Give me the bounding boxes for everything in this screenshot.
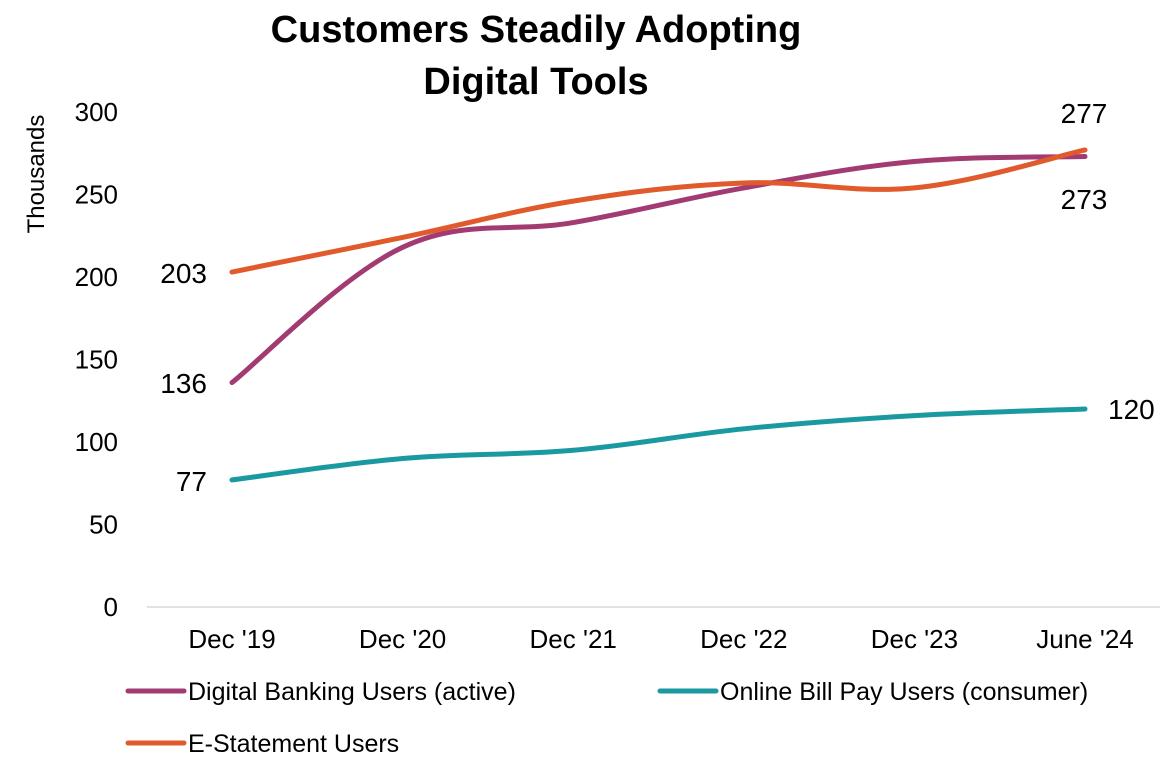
data-label-start: 77 (176, 466, 207, 497)
y-tick-label: 200 (75, 262, 118, 292)
legend-entry: Online Bill Pay Users (consumer) (720, 678, 1088, 706)
x-tick-label: Dec '21 (530, 624, 617, 654)
data-label-start: 203 (160, 258, 207, 289)
y-tick-label: 50 (89, 510, 118, 540)
y-tick-label: 250 (75, 180, 118, 210)
x-tick-label: Dec '22 (700, 624, 787, 654)
chart-title-line-2: Digital Tools (423, 61, 648, 103)
series-line-0 (229, 154, 1088, 386)
x-tick-label: Dec '20 (359, 624, 446, 654)
y-tick-label: 0 (104, 592, 118, 622)
data-label-end: 273 (1061, 184, 1108, 215)
x-tick-labels: Dec '19 Dec '20 Dec '21 Dec '22 Dec '23 June … (188, 624, 1133, 654)
x-tick-label: June '24 (1036, 624, 1134, 654)
y-tick-label: 100 (75, 427, 118, 457)
x-tick-label: Dec '19 (188, 624, 275, 654)
data-label-end: 120 (1108, 394, 1155, 425)
x-tick-label: Dec '23 (871, 624, 958, 654)
chart-title-line-1: Customers Steadily Adopting (271, 9, 802, 51)
data-labels: 136 273 77 120 203 277 (160, 98, 1154, 497)
y-tick-label: 300 (75, 97, 118, 127)
series-line-1 (229, 406, 1088, 483)
legend-entry: E-Statement Users (188, 730, 399, 758)
legend: Digital Banking Users (active) Online Bil… (125, 678, 1088, 758)
legend-entry: Digital Banking Users (active) (188, 678, 516, 706)
series-line-2 (229, 147, 1088, 275)
y-tick-labels: 0 50 100 150 200 250 300 (75, 97, 118, 622)
data-label-end: 277 (1061, 98, 1108, 129)
data-label-start: 136 (160, 368, 207, 399)
y-axis-label: Thousands (23, 115, 50, 234)
y-tick-label: 150 (75, 345, 118, 375)
series-lines (229, 147, 1088, 483)
